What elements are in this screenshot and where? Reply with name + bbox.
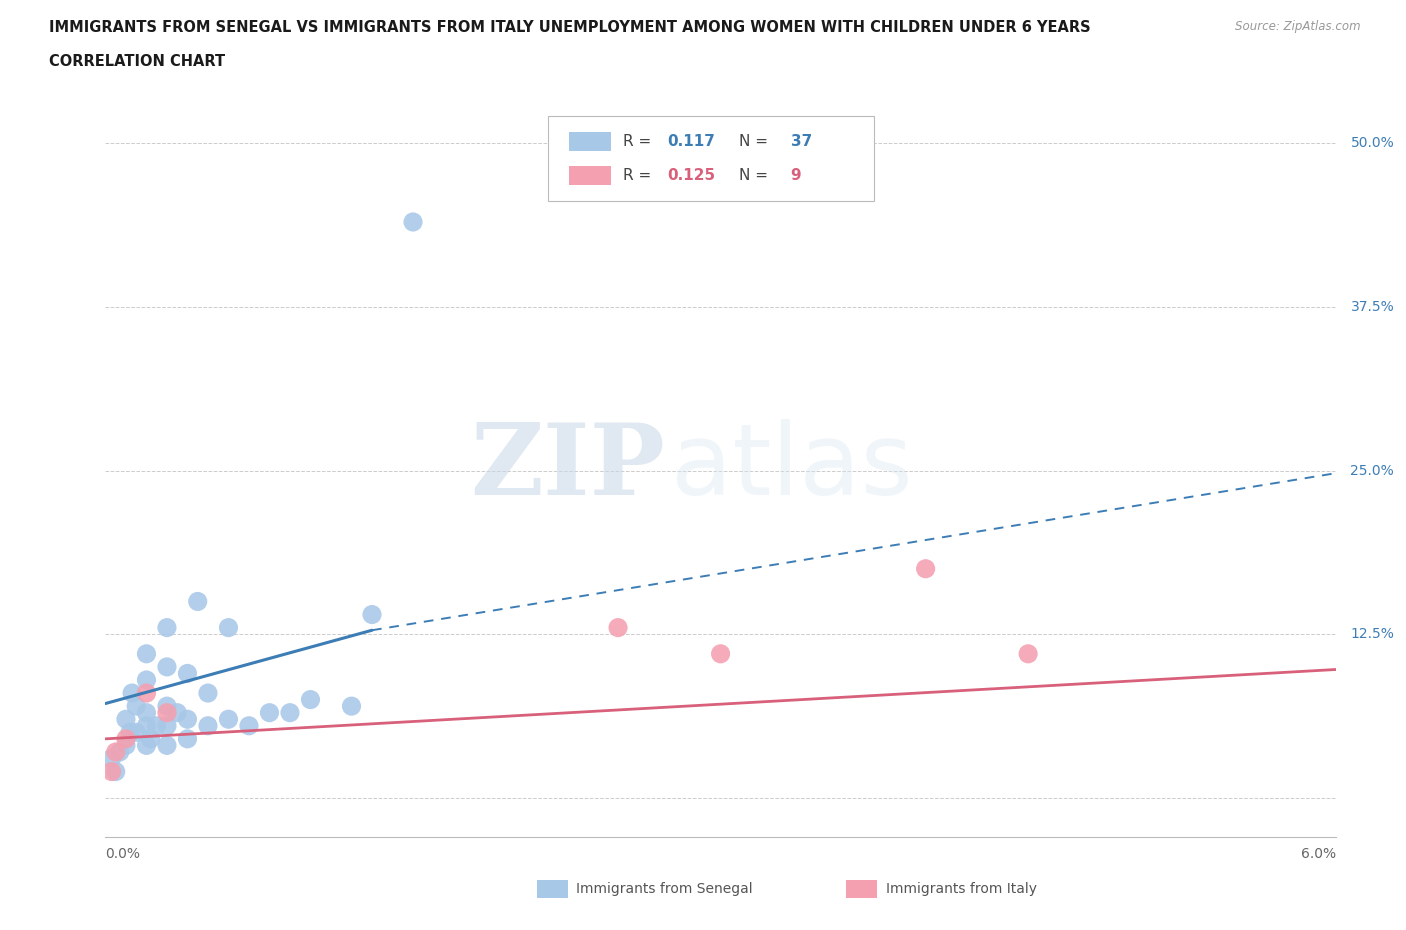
Point [104, 764, 127, 779]
Point [135, 685, 157, 700]
Point [218, 711, 240, 726]
Point [115, 731, 138, 746]
Point [156, 738, 179, 753]
Bar [569, 166, 612, 185]
Point [135, 705, 157, 720]
Text: N =: N = [740, 168, 773, 183]
Text: 37: 37 [790, 134, 811, 149]
Text: 9: 9 [790, 168, 801, 183]
Text: 0.0%: 0.0% [105, 847, 141, 861]
Text: R =: R = [623, 168, 657, 183]
Point [187, 594, 209, 609]
Point [135, 672, 157, 687]
Point [278, 705, 301, 720]
Point [914, 562, 936, 577]
Text: 6.0%: 6.0% [1301, 847, 1336, 861]
Point [145, 718, 167, 733]
Point [156, 705, 179, 720]
Point [176, 666, 198, 681]
Point [340, 698, 363, 713]
Point [607, 620, 630, 635]
Point [100, 764, 122, 779]
Point [135, 646, 157, 661]
Point [402, 215, 425, 230]
Point [361, 607, 384, 622]
Point [166, 705, 188, 720]
Point [135, 738, 157, 753]
Bar [846, 880, 877, 898]
Point [125, 724, 148, 739]
Text: 12.5%: 12.5% [1350, 627, 1395, 641]
Point [710, 646, 733, 661]
Point [238, 718, 260, 733]
Point [156, 620, 179, 635]
FancyBboxPatch shape [548, 116, 875, 201]
Point [156, 698, 179, 713]
Point [176, 711, 198, 726]
Point [156, 718, 179, 733]
Point [139, 731, 162, 746]
Text: CORRELATION CHART: CORRELATION CHART [49, 54, 225, 69]
Text: Source: ZipAtlas.com: Source: ZipAtlas.com [1236, 20, 1361, 33]
Point [259, 705, 281, 720]
Point [135, 718, 157, 733]
Text: ZIP: ZIP [471, 418, 665, 516]
Text: N =: N = [740, 134, 773, 149]
Text: Immigrants from Senegal: Immigrants from Senegal [576, 882, 754, 897]
Text: 0.125: 0.125 [668, 168, 716, 183]
Point [121, 685, 143, 700]
Point [120, 724, 141, 739]
Text: Immigrants from Italy: Immigrants from Italy [886, 882, 1036, 897]
Text: 0.117: 0.117 [668, 134, 716, 149]
Point [218, 620, 240, 635]
Point [197, 718, 219, 733]
Point [197, 685, 219, 700]
Point [115, 711, 138, 726]
Bar [537, 880, 568, 898]
Point [176, 731, 198, 746]
Point [125, 698, 148, 713]
Text: IMMIGRANTS FROM SENEGAL VS IMMIGRANTS FROM ITALY UNEMPLOYMENT AMONG WOMEN WITH C: IMMIGRANTS FROM SENEGAL VS IMMIGRANTS FR… [49, 20, 1091, 35]
Text: 37.5%: 37.5% [1350, 300, 1395, 314]
Point [156, 659, 179, 674]
Point [1017, 646, 1039, 661]
Text: 25.0%: 25.0% [1350, 463, 1395, 478]
Text: atlas: atlas [672, 418, 912, 516]
Point [100, 751, 122, 766]
Point [104, 745, 127, 760]
Bar [569, 132, 612, 152]
Text: R =: R = [623, 134, 657, 149]
Point [108, 745, 131, 760]
Point [299, 692, 322, 707]
Point [115, 738, 138, 753]
Text: 50.0%: 50.0% [1350, 137, 1395, 151]
